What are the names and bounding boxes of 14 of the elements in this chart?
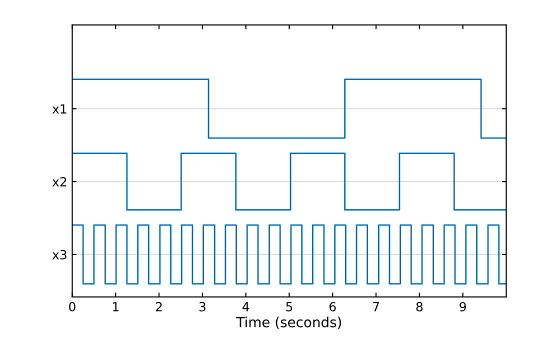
x-tick-label: 1 (113, 302, 118, 312)
x-tick-label: 0 (69, 302, 76, 312)
x-tick-label: 6 (330, 302, 336, 312)
x-tick-label: 2 (156, 302, 162, 312)
x-tick-label: 7 (373, 302, 379, 312)
x-tick-label: 5 (286, 302, 292, 312)
text: x1 (52, 104, 66, 114)
x-tick-label: 4 (242, 302, 250, 312)
series-label: x2 (52, 177, 66, 186)
x-axis-title: Time (seconds) (236, 316, 342, 330)
x-tick-label: 3 (199, 302, 206, 312)
x-tick-label: 8 (416, 302, 423, 312)
x-tick-label: 9 (460, 302, 466, 312)
series-label: x3 (52, 250, 66, 260)
